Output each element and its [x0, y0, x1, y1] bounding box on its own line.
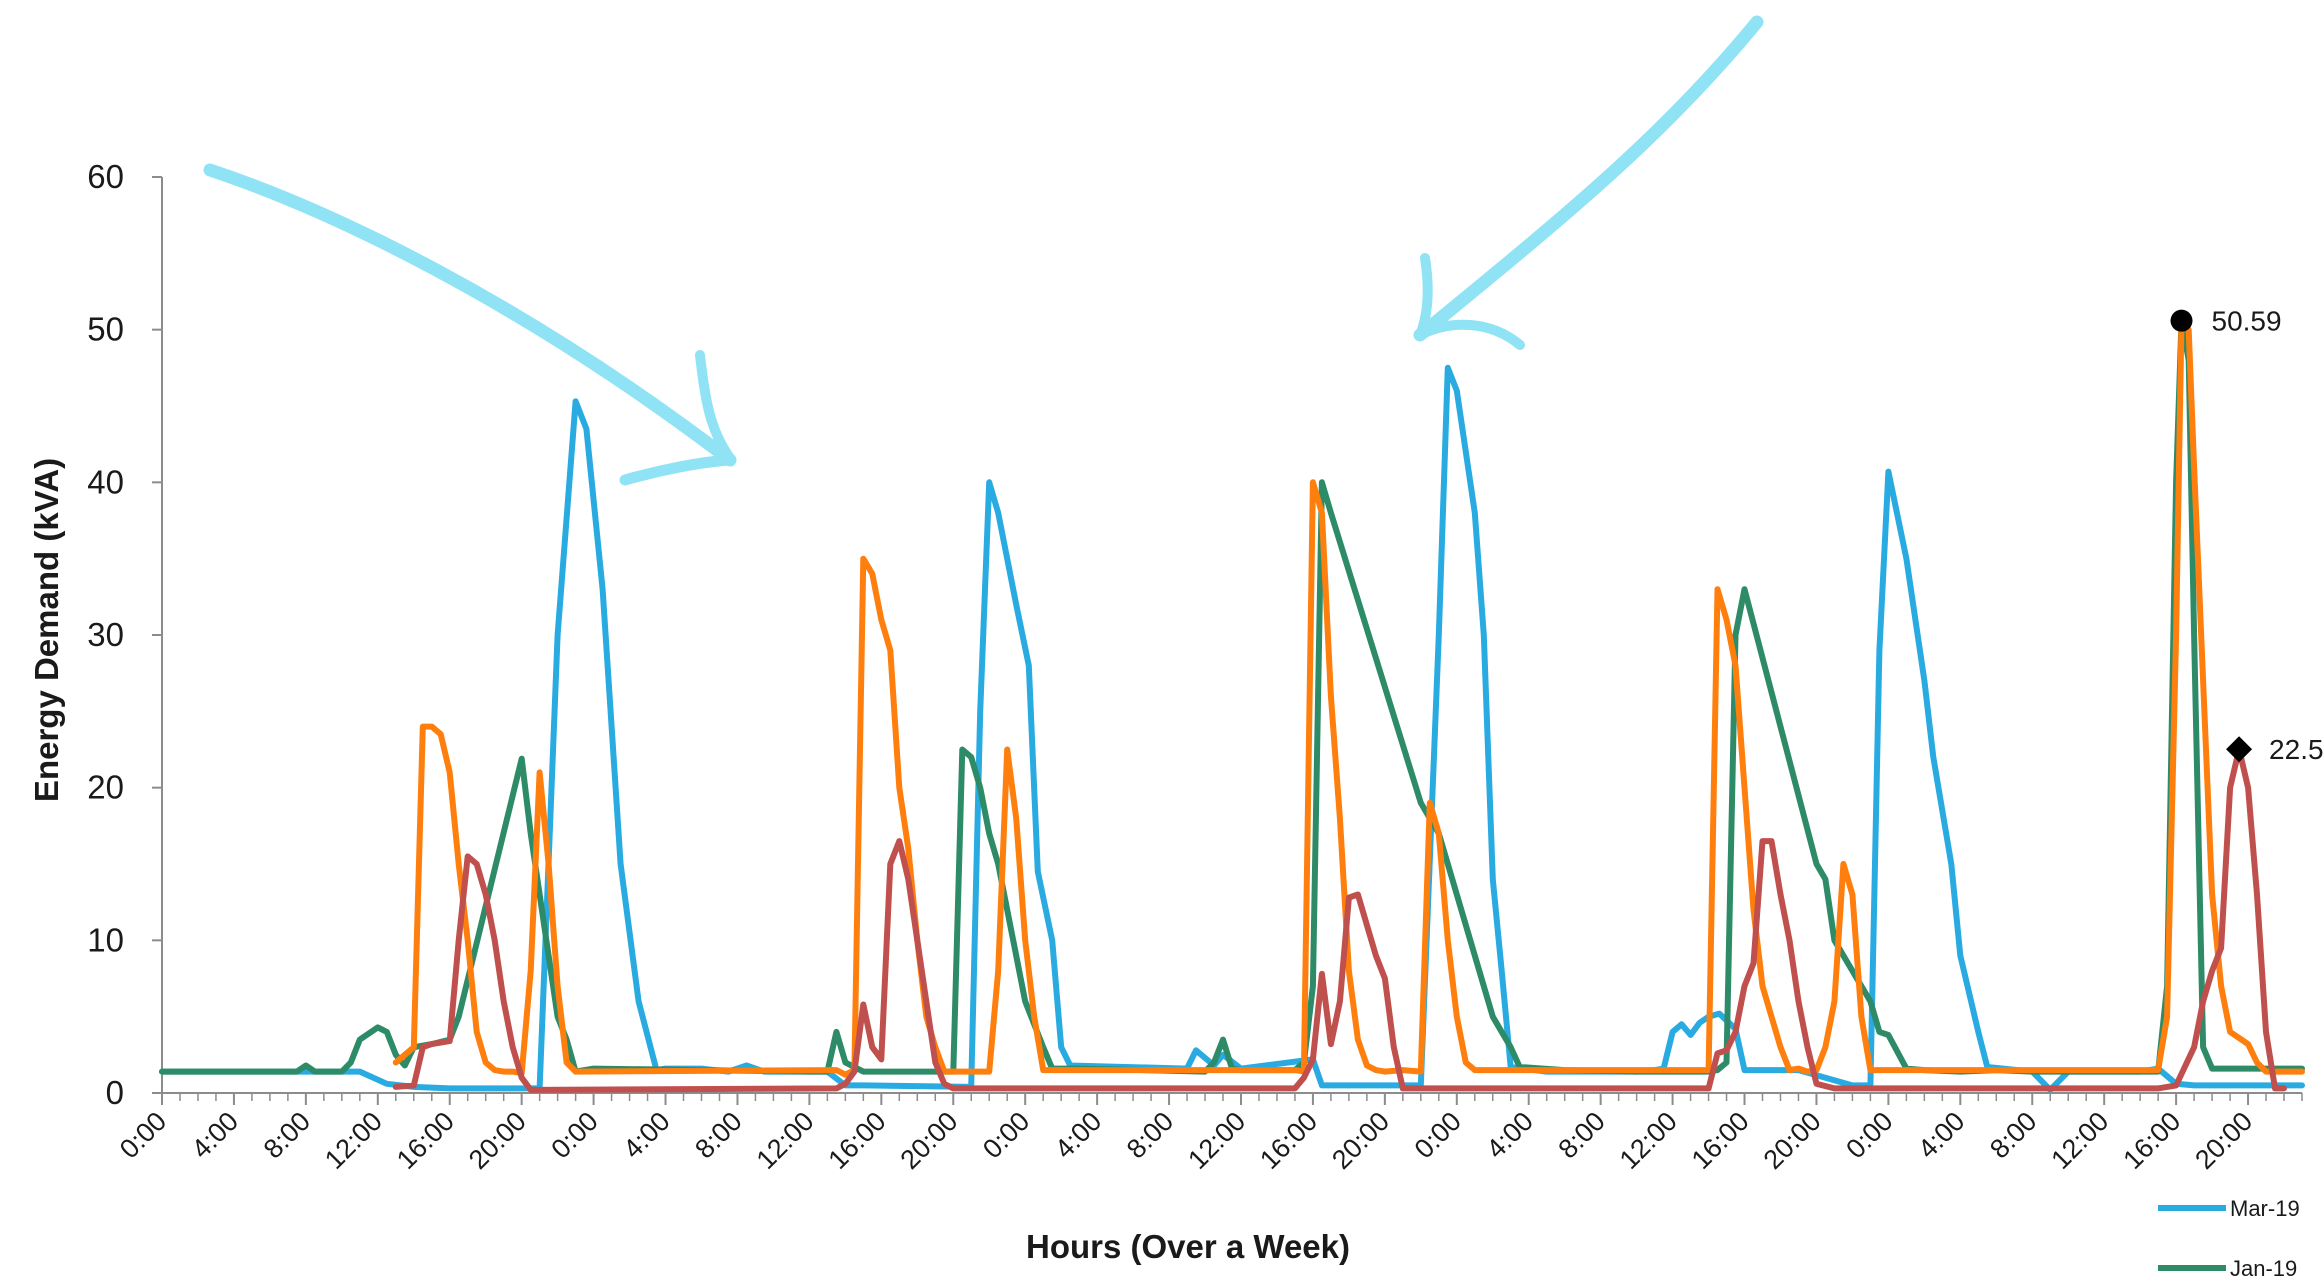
y-tick-label: 40 — [87, 463, 124, 500]
x-tick-label: 4:00 — [1481, 1106, 1539, 1164]
x-tick-label: 20:00 — [895, 1106, 964, 1175]
x-tick-label: 20:00 — [463, 1106, 532, 1175]
arrow-head-right-1 — [1415, 253, 1433, 340]
x-tick-label: 16:00 — [1686, 1106, 1755, 1175]
x-tick-label: 0:00 — [1840, 1106, 1898, 1164]
x-tick-label: 0:00 — [977, 1106, 1035, 1164]
x-tick-label: 8:00 — [689, 1106, 747, 1164]
series-line-3 — [392, 317, 2305, 1078]
x-axis-title: Hours (Over a Week) — [1026, 1228, 1350, 1265]
x-tick-label: 12:00 — [751, 1106, 820, 1175]
x-tick-label: 20:00 — [1758, 1106, 1827, 1175]
y-tick-label: 20 — [87, 769, 124, 806]
x-tick-label: 16:00 — [823, 1106, 892, 1175]
x-tick-label: 16:00 — [1254, 1106, 1323, 1175]
x-tick-label: 16:00 — [391, 1106, 460, 1175]
x-tick-label: 8:00 — [258, 1106, 316, 1164]
series-layer — [159, 317, 2305, 1093]
legend-label-mar-19: Mar-19 — [2230, 1196, 2300, 1221]
x-tick-label: 4:00 — [1912, 1106, 1970, 1164]
peak-marker-circle — [2170, 309, 2193, 332]
series-line-jan-19 — [159, 317, 2305, 1075]
x-tick-label: 0:00 — [545, 1106, 603, 1164]
peak-value-label: 50.59 — [2212, 306, 2282, 337]
x-tick-label: 20:00 — [2189, 1106, 2258, 1175]
arrow-head-left-1 — [695, 350, 735, 463]
y-tick-label: 30 — [87, 616, 124, 653]
x-tick-label: 4:00 — [1049, 1106, 1107, 1164]
x-tick-label: 16:00 — [2117, 1106, 2186, 1175]
x-tick-label: 0:00 — [1409, 1106, 1467, 1164]
data-annotations: 50.59 22.52 — [2170, 306, 2324, 765]
x-tick-label: 0:00 — [114, 1106, 172, 1164]
annotation-arrows — [203, 15, 1764, 486]
peak-marker-diamond — [2226, 736, 2253, 763]
arrow-head-left-2 — [619, 454, 736, 486]
y-tick-label: 10 — [87, 921, 124, 958]
x-tick-label: 8:00 — [1553, 1106, 1611, 1164]
x-tick-label: 8:00 — [1121, 1106, 1179, 1164]
x-tick-label: 4:00 — [186, 1106, 244, 1164]
y-tick-label: 60 — [87, 158, 124, 195]
x-tick-label: 4:00 — [617, 1106, 675, 1164]
series-line-4 — [392, 746, 2287, 1093]
series-line-mar-19 — [159, 364, 2305, 1093]
arrow-head-right-2 — [1415, 319, 1525, 350]
arrow-shaft-left — [203, 163, 737, 467]
x-tick-label: 8:00 — [1984, 1106, 2042, 1164]
x-tick-label: 12:00 — [319, 1106, 388, 1175]
y-tick-label: 0 — [106, 1074, 124, 1111]
y-axis-title: Energy Demand (kVA) — [28, 458, 65, 802]
legend-label-jan-19: Jan-19 — [2230, 1256, 2297, 1281]
legend: Mar-19 Jan-19 — [2158, 1196, 2300, 1281]
x-tick-label: 12:00 — [1614, 1106, 1683, 1175]
y-tick-label: 50 — [87, 311, 124, 348]
x-tick-label: 20:00 — [1326, 1106, 1395, 1175]
arrow-shaft-right — [1413, 15, 1764, 342]
x-tick-label: 12:00 — [2045, 1106, 2114, 1175]
x-tick-label: 12:00 — [1182, 1106, 1251, 1175]
peak-value-label: 22.52 — [2269, 734, 2324, 765]
